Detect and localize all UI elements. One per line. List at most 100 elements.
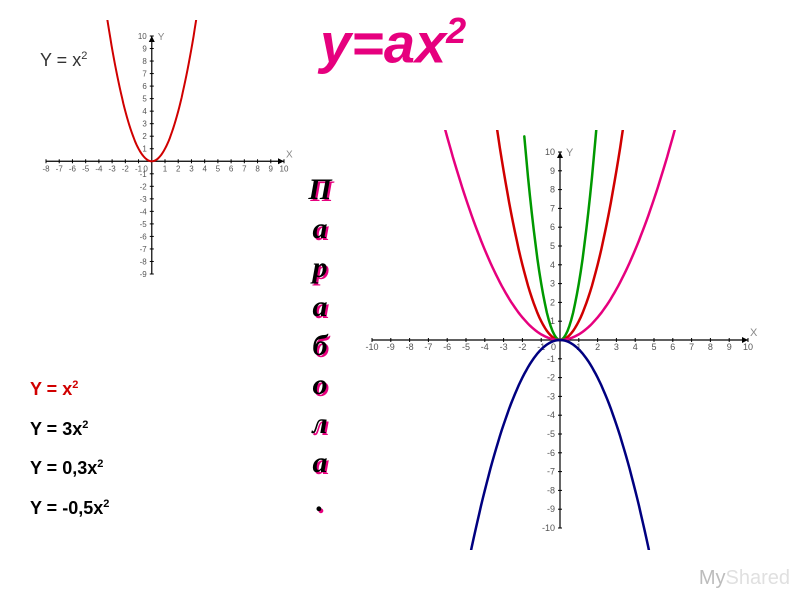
equation-base: Y = 3x: [30, 419, 82, 439]
svg-text:5: 5: [550, 241, 555, 251]
page-title: y=ax2: [320, 10, 466, 76]
svg-text:-9: -9: [387, 342, 395, 352]
equation-base: Y = x: [30, 379, 72, 399]
svg-text:-5: -5: [82, 164, 90, 173]
svg-text:-4: -4: [481, 342, 489, 352]
svg-text:-4: -4: [95, 164, 103, 173]
equation-item: Y = 3x2: [30, 410, 109, 450]
svg-text:6: 6: [670, 342, 675, 352]
svg-text:3: 3: [189, 164, 194, 173]
svg-text:Y: Y: [158, 32, 165, 43]
svg-text:-5: -5: [140, 220, 148, 229]
svg-text:7: 7: [689, 342, 694, 352]
svg-text:-2: -2: [122, 164, 130, 173]
svg-text:-8: -8: [140, 257, 148, 266]
svg-text:-6: -6: [69, 164, 77, 173]
svg-text:5: 5: [216, 164, 221, 173]
svg-text:8: 8: [142, 57, 147, 66]
vertical-letter: а: [300, 209, 340, 248]
svg-text:6: 6: [550, 222, 555, 232]
svg-text:3: 3: [614, 342, 619, 352]
svg-text:-5: -5: [462, 342, 470, 352]
svg-text:8: 8: [550, 185, 555, 195]
vertical-letter: а: [300, 287, 340, 326]
svg-text:4: 4: [633, 342, 638, 352]
svg-text:9: 9: [550, 166, 555, 176]
svg-text:6: 6: [142, 82, 147, 91]
svg-text:10: 10: [545, 147, 555, 157]
vertical-letter: о: [300, 365, 340, 404]
svg-text:-7: -7: [140, 245, 148, 254]
svg-text:2: 2: [142, 132, 147, 141]
svg-text:-4: -4: [547, 410, 555, 420]
watermark-post: Shared: [726, 567, 791, 589]
svg-text:9: 9: [727, 342, 732, 352]
svg-text:-10: -10: [365, 342, 378, 352]
svg-text:0: 0: [143, 164, 148, 173]
svg-text:5: 5: [142, 95, 147, 104]
watermark: MyShared: [699, 567, 790, 590]
vertical-letter: .: [300, 482, 340, 521]
svg-text:10: 10: [280, 164, 289, 173]
big-parabola-chart: XY-10-9-8-7-6-5-4-3-2-112345678910-10-9-…: [350, 130, 770, 550]
svg-text:8: 8: [255, 164, 260, 173]
watermark-pre: My: [699, 567, 726, 589]
equation-base: Y = 0,3x: [30, 458, 97, 478]
svg-text:9: 9: [269, 164, 274, 173]
svg-text:1: 1: [163, 164, 168, 173]
svg-text:-7: -7: [547, 467, 555, 477]
title-base: y=ax: [320, 12, 446, 75]
svg-text:1: 1: [142, 145, 147, 154]
svg-text:2: 2: [550, 297, 555, 307]
svg-text:-6: -6: [547, 448, 555, 458]
svg-text:-7: -7: [424, 342, 432, 352]
equation-exp: 2: [97, 458, 103, 470]
equation-item: Y = 0,3x2: [30, 449, 109, 489]
svg-text:4: 4: [550, 260, 555, 270]
svg-text:-5: -5: [547, 429, 555, 439]
svg-text:10: 10: [743, 342, 753, 352]
svg-text:-3: -3: [547, 391, 555, 401]
svg-text:-6: -6: [443, 342, 451, 352]
svg-text:-2: -2: [547, 373, 555, 383]
svg-text:7: 7: [242, 164, 247, 173]
equation-list: Y = x2 Y = 3x2 Y = 0,3x2 Y = -0,5x2: [30, 370, 109, 528]
svg-text:9: 9: [142, 45, 147, 54]
svg-text:-3: -3: [140, 195, 148, 204]
svg-text:-3: -3: [500, 342, 508, 352]
svg-text:X: X: [286, 149, 293, 160]
svg-text:-1: -1: [547, 354, 555, 364]
equation-exp: 2: [82, 419, 88, 431]
vertical-letter: П: [300, 170, 340, 209]
svg-text:4: 4: [142, 107, 147, 116]
svg-text:X: X: [750, 327, 758, 339]
svg-text:-6: -6: [140, 232, 148, 241]
svg-text:-3: -3: [109, 164, 117, 173]
svg-text:-2: -2: [518, 342, 526, 352]
svg-text:-8: -8: [42, 164, 50, 173]
equation-item: Y = x2: [30, 370, 109, 410]
svg-text:-8: -8: [547, 485, 555, 495]
svg-text:2: 2: [176, 164, 181, 173]
vertical-letter: р: [300, 248, 340, 287]
svg-text:-7: -7: [56, 164, 64, 173]
equation-base: Y = -0,5x: [30, 498, 103, 518]
svg-text:-10: -10: [542, 523, 555, 533]
svg-text:2: 2: [595, 342, 600, 352]
svg-text:8: 8: [708, 342, 713, 352]
svg-text:-4: -4: [140, 207, 148, 216]
svg-text:3: 3: [142, 120, 147, 129]
svg-text:7: 7: [550, 203, 555, 213]
svg-text:-9: -9: [547, 504, 555, 514]
svg-text:6: 6: [229, 164, 234, 173]
svg-text:-9: -9: [140, 270, 148, 279]
svg-text:-2: -2: [140, 182, 148, 191]
vertical-letter: б: [300, 326, 340, 365]
equation-exp: 2: [103, 498, 109, 510]
svg-text:10: 10: [138, 32, 147, 41]
small-parabola-chart: XY-8-7-6-5-4-3-2-112345678910-9-8-7-6-5-…: [30, 20, 300, 290]
svg-text:3: 3: [550, 279, 555, 289]
title-exp: 2: [446, 10, 466, 51]
svg-text:0: 0: [551, 342, 556, 352]
vertical-letter: а: [300, 443, 340, 482]
